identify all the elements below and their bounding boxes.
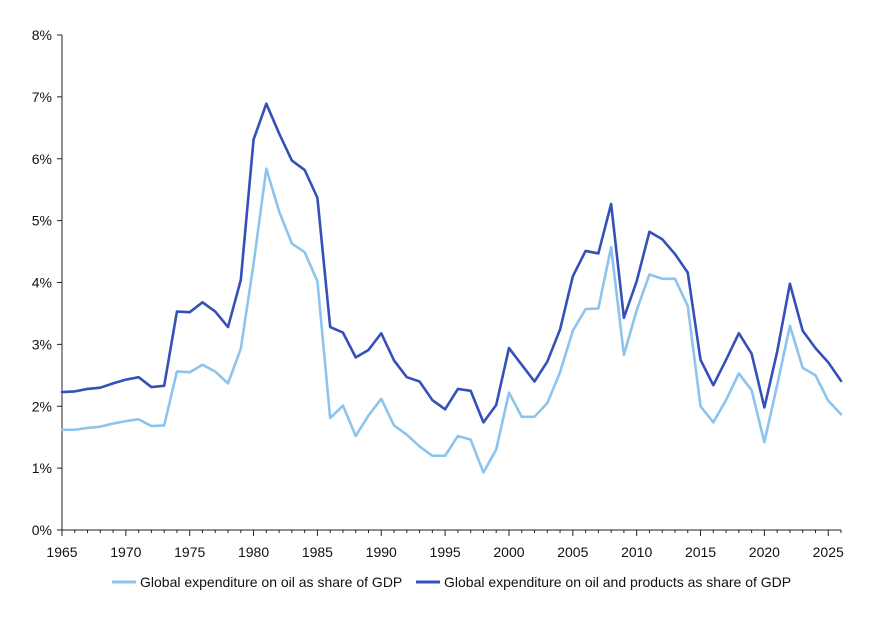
x-tick-label: 2015 [685,544,716,560]
x-tick-label: 2025 [813,544,844,560]
axes: 0% 1% 2% 3% 4% 5% 6% 7% 8% 1965 1970 1975 1980 1985 19… [32,27,844,560]
y-tick-label: 0% [32,522,52,538]
x-tick-label: 1970 [110,544,141,560]
x-tick-label: 1975 [174,544,205,560]
series-line-oil [60,167,843,474]
series-lines [60,102,843,474]
x-tick-label: 2010 [621,544,652,560]
y-tick-label: 3% [32,336,52,352]
x-tick-label: 2020 [749,544,780,560]
y-tick-label: 4% [32,275,52,291]
x-tick-label: 2005 [557,544,588,560]
y-tick-label: 8% [32,27,52,43]
x-tick-label: 2000 [493,544,524,560]
x-tick-label: 1990 [366,544,397,560]
x-tick-label: 1995 [430,544,461,560]
y-tick-label: 5% [32,213,52,229]
legend: Global expenditure on oil as share of GD… [112,574,791,590]
y-tick-label: 1% [32,460,52,476]
x-tick-label: 1985 [302,544,333,560]
legend-label-oil-and-products: Global expenditure on oil and products a… [444,574,791,590]
legend-label-oil: Global expenditure on oil as share of GD… [140,574,402,590]
y-tick-label: 7% [32,89,52,105]
y-tick-label: 6% [32,151,52,167]
y-tick-label: 2% [32,398,52,414]
x-tick-label: 1980 [238,544,269,560]
x-tick-label: 1965 [46,544,77,560]
series-line-oil-and-products [60,102,843,424]
